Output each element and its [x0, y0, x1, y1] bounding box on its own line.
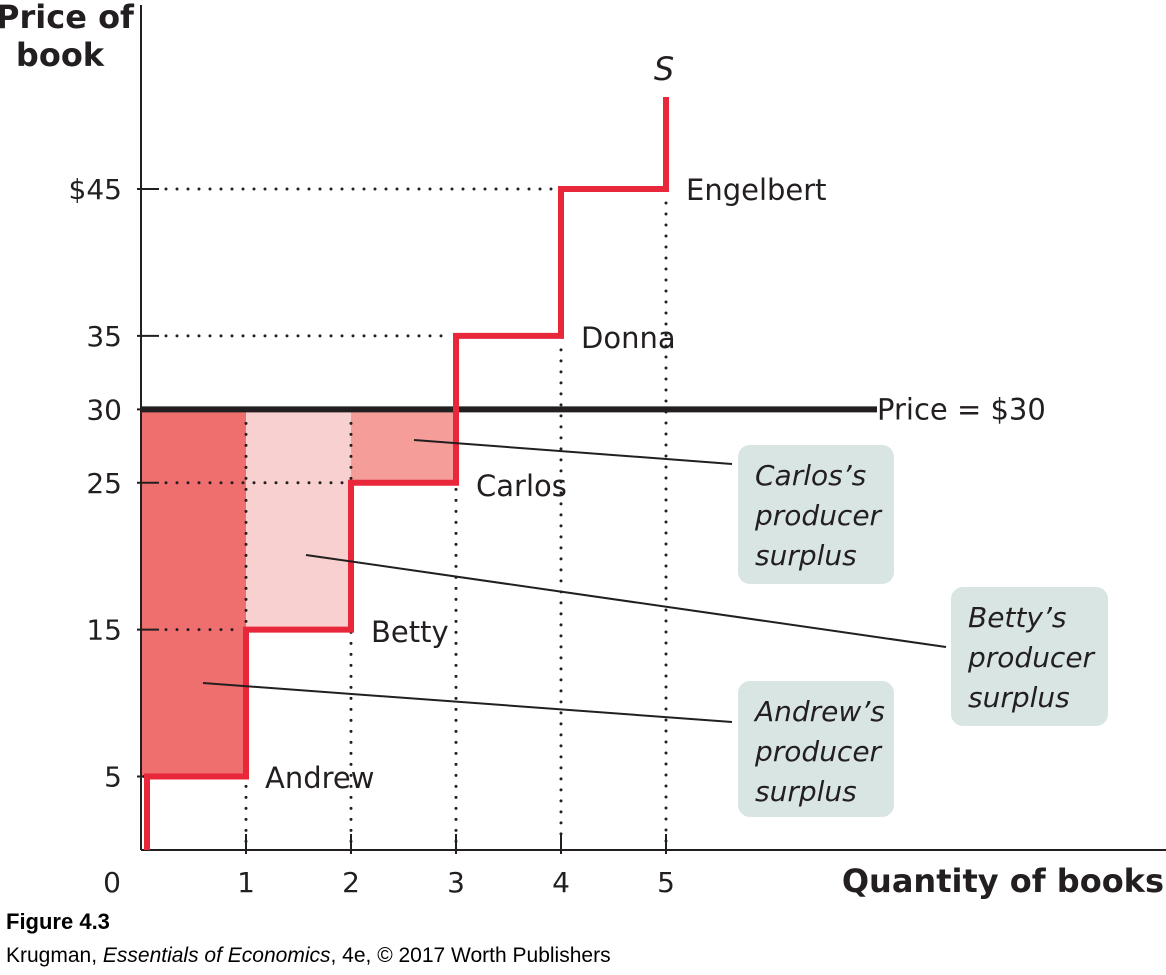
callout-box-andrew [738, 681, 894, 817]
callout-text-betty: surplus [968, 681, 1070, 714]
x-tick-label: 4 [552, 866, 570, 899]
surplus-callouts: Andrew’s producer surplus Betty’s producer su… [202, 439, 1108, 817]
callout-box-carlos [738, 445, 894, 584]
callout-text-carlos: surplus [755, 539, 857, 572]
credit-rest: , 4e, © 2017 Worth Publishers [330, 944, 611, 967]
price-line-label: Price = $30 [877, 392, 1046, 426]
surplus-area-carlos [351, 409, 456, 483]
callout-text-betty: Betty’s [968, 601, 1066, 634]
y-tick-label: 15 [86, 614, 122, 647]
x-tick-label: 2 [342, 866, 360, 899]
figure-credit: Krugman, Essentials of Economics, 4e, © … [6, 944, 611, 968]
callout-text-andrew: Andrew’s [753, 695, 885, 728]
y-tick-label: 35 [86, 320, 122, 353]
surplus-area-andrew [141, 409, 246, 777]
leader-line-betty [305, 554, 947, 648]
callout-box-betty [951, 587, 1108, 726]
credit-author: Krugman, [6, 944, 103, 967]
supply-curve-label: S [654, 50, 674, 88]
callout-text-carlos: producer [754, 499, 883, 532]
y-tick-label: 25 [86, 467, 122, 500]
callout-text-carlos: Carlos’s [755, 459, 866, 492]
x-axis-title: Quantity of books [842, 862, 1164, 900]
surplus-areas [141, 409, 456, 777]
y-tick-label: 30 [86, 393, 122, 426]
leader-line-carlos [413, 439, 733, 465]
credit-book-title: Essentials of Economics [102, 944, 331, 967]
callout-text-betty: producer [967, 641, 1096, 674]
seller-label-andrew: Andrew [265, 761, 374, 795]
leader-line-andrew [202, 682, 733, 723]
callout-text-andrew: surplus [755, 775, 857, 808]
y-axis-title-line2: book [16, 36, 105, 74]
y-axis-title-line1: Price of [0, 0, 135, 36]
x-tick-label-origin: 0 [103, 866, 121, 899]
x-tick-label: 3 [447, 866, 465, 899]
y-tick-label: $45 [69, 173, 122, 206]
callout-text-andrew: producer [754, 735, 883, 768]
curves [141, 97, 877, 850]
seller-label-donna: Donna [581, 321, 676, 355]
x-tick-label: 5 [657, 866, 675, 899]
axes [137, 5, 1166, 854]
seller-label-carlos: Carlos [476, 469, 567, 503]
surplus-area-betty [246, 409, 351, 630]
figure-number: Figure 4.3 [6, 909, 110, 934]
x-tick-label: 1 [237, 866, 255, 899]
seller-label-betty: Betty [371, 615, 449, 649]
seller-label-engelbert: Engelbert [686, 173, 827, 207]
y-tick-label: 5 [104, 761, 122, 794]
supply-curve [144, 97, 669, 850]
